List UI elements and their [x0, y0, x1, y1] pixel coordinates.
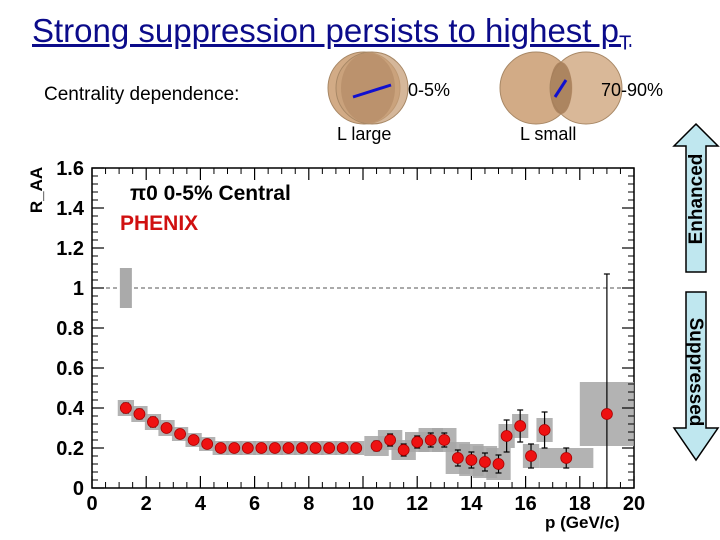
x-tick-label: 10	[352, 493, 374, 515]
x-tick-label: 6	[249, 493, 260, 515]
suppressed-arrow	[672, 291, 720, 462]
peripheral-path-length-line	[553, 79, 568, 98]
systematic-boxes	[117, 382, 634, 480]
data-point	[255, 442, 268, 454]
data-point	[370, 440, 383, 452]
data-point	[228, 442, 241, 454]
enhanced-label: Enhanced	[686, 154, 707, 245]
y-tick-label: 0.6	[56, 358, 84, 380]
data-point	[201, 438, 214, 450]
data-point	[323, 442, 336, 454]
data-point	[336, 442, 349, 454]
y-tick-label: 1.4	[56, 198, 85, 220]
legend-entry: π0 0-5% Central	[130, 182, 291, 205]
central-percent-label: 0-5%	[408, 80, 451, 100]
data-point	[147, 416, 159, 428]
central-collision-diagram	[327, 51, 409, 125]
y-tick-label: 1	[73, 278, 84, 300]
y-tick-label: 0.2	[56, 438, 84, 460]
suppressed-label: Suppressed	[685, 318, 706, 427]
data-point	[438, 434, 451, 446]
x-tick-label: 16	[514, 493, 536, 515]
x-tick-label: 2	[141, 493, 152, 515]
y-tick-label: 1.2	[56, 238, 84, 260]
data-point	[514, 420, 527, 432]
x-tick-label: 18	[569, 493, 591, 515]
data-point	[560, 452, 573, 464]
data-point	[411, 436, 424, 448]
peripheral-collision-diagram	[499, 51, 623, 125]
x-tick-label: 4	[195, 493, 207, 515]
slide-title-subscript: T	[619, 32, 632, 55]
experiment-label: PHENIX	[120, 212, 198, 235]
data-point	[465, 454, 478, 466]
central-overlap-region	[341, 53, 395, 123]
y-tick-label: 0.8	[56, 318, 84, 340]
x-tick-label: 20	[623, 493, 645, 515]
axis-ticks: 0 2 4 6 8 10 12 14 16 18 20 0 0.2 0.4 0.6 0.8 1 1.2 1.4 1.6	[56, 158, 645, 515]
data-point	[492, 458, 505, 470]
data-point	[282, 442, 295, 454]
data-point	[133, 408, 146, 420]
y-axis-label: R_AA	[27, 167, 46, 213]
data-point	[160, 422, 173, 434]
data-point	[174, 428, 186, 440]
data-point	[296, 442, 308, 454]
data-point	[525, 450, 537, 462]
enhanced-arrow	[672, 122, 720, 273]
data-point	[601, 408, 613, 420]
x-tick-label: 8	[303, 493, 314, 515]
x-tick-label: 14	[460, 493, 483, 515]
data-point	[309, 442, 322, 454]
slide-title-text: Strong suppression persists to highest p	[32, 12, 619, 49]
suppressed-arrow-shape	[672, 291, 720, 462]
centrality-label: Centrality dependence:	[44, 84, 240, 105]
data-point	[451, 452, 464, 464]
normalization-box	[119, 268, 132, 308]
data-point	[397, 444, 410, 456]
x-tick-label: 12	[406, 493, 428, 515]
peripheral-percent-label: 70-90%	[601, 80, 664, 100]
data-point	[424, 434, 437, 446]
enhanced-arrow-shape	[672, 122, 720, 273]
data-point	[538, 424, 551, 436]
data-point	[500, 430, 513, 442]
central-length-label: L large	[337, 124, 392, 144]
data-point	[350, 442, 363, 454]
y-tick-label: 0	[73, 478, 84, 500]
x-tick-label: 0	[86, 493, 97, 515]
peripheral-length-label: L small	[520, 124, 577, 144]
data-point	[241, 442, 254, 454]
central-path-length-line	[352, 83, 392, 99]
x-axis-label: p (GeV/c)	[545, 513, 620, 532]
data-points	[119, 402, 613, 470]
data-point	[119, 402, 132, 414]
y-tick-label: 0.4	[56, 398, 85, 420]
y-tick-label: 1.6	[56, 158, 84, 180]
data-point	[187, 434, 200, 446]
data-point	[384, 434, 397, 446]
data-point	[269, 442, 281, 454]
data-point	[214, 442, 227, 454]
data-point	[479, 456, 491, 468]
slide-title: Strong suppression persists to highest p…	[32, 12, 631, 56]
